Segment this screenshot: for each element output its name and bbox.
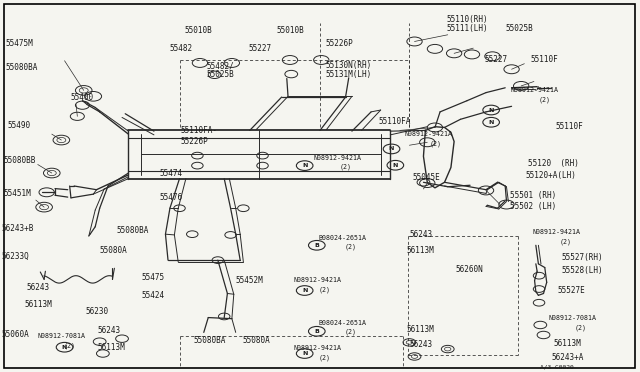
Text: 56113M: 56113M bbox=[25, 300, 52, 309]
Text: 55080BA: 55080BA bbox=[193, 336, 226, 344]
Text: (2): (2) bbox=[344, 328, 356, 335]
Text: 55528(LH): 55528(LH) bbox=[561, 266, 603, 275]
Text: N: N bbox=[488, 108, 494, 112]
Text: 55080BA: 55080BA bbox=[117, 226, 149, 235]
Text: 55227: 55227 bbox=[484, 55, 508, 64]
Text: N: N bbox=[62, 345, 67, 350]
Text: 55025B: 55025B bbox=[505, 24, 533, 33]
Text: N: N bbox=[302, 163, 307, 168]
Text: N: N bbox=[389, 147, 394, 151]
Text: 56243: 56243 bbox=[98, 326, 121, 335]
Text: 55502 (LH): 55502 (LH) bbox=[510, 202, 557, 211]
Text: 56260N: 56260N bbox=[456, 265, 483, 274]
Text: N08912-9421A: N08912-9421A bbox=[293, 277, 341, 283]
Text: 55490: 55490 bbox=[7, 121, 30, 131]
Text: 55527E: 55527E bbox=[557, 286, 586, 295]
Text: 56243+A: 56243+A bbox=[551, 353, 584, 362]
Text: 56113M: 56113M bbox=[98, 343, 125, 352]
Text: (2): (2) bbox=[538, 96, 550, 103]
Text: (2): (2) bbox=[63, 343, 76, 349]
Text: 56243: 56243 bbox=[410, 230, 433, 238]
Text: B: B bbox=[314, 243, 319, 248]
Text: 55120  (RH): 55120 (RH) bbox=[527, 159, 579, 168]
Text: 55424: 55424 bbox=[141, 291, 164, 300]
Text: N: N bbox=[393, 163, 398, 168]
Text: 55110F: 55110F bbox=[531, 55, 559, 64]
Text: 55080A: 55080A bbox=[100, 246, 127, 254]
Text: 56243: 56243 bbox=[26, 283, 49, 292]
Text: 55110FA: 55110FA bbox=[379, 117, 411, 126]
Text: 56113M: 56113M bbox=[406, 325, 434, 334]
Text: N08912-9421A: N08912-9421A bbox=[404, 131, 452, 137]
Text: 55474: 55474 bbox=[159, 169, 182, 178]
Text: 55476: 55476 bbox=[159, 193, 182, 202]
Text: N08912-9421A: N08912-9421A bbox=[510, 87, 558, 93]
Text: N08912-9421A: N08912-9421A bbox=[293, 345, 341, 351]
Text: 55045E: 55045E bbox=[413, 173, 440, 182]
Text: 55475M: 55475M bbox=[6, 39, 33, 48]
Text: 56113M: 56113M bbox=[553, 339, 581, 348]
Text: N08912-7081A: N08912-7081A bbox=[548, 315, 596, 321]
Text: 56243+B: 56243+B bbox=[2, 224, 35, 234]
Text: 56233Q: 56233Q bbox=[2, 252, 29, 261]
Text: (2): (2) bbox=[339, 164, 351, 170]
Text: 55400: 55400 bbox=[71, 93, 94, 102]
Text: 55527(RH): 55527(RH) bbox=[561, 253, 603, 262]
Text: 56230: 56230 bbox=[85, 307, 108, 317]
Text: 55080BA: 55080BA bbox=[6, 63, 38, 72]
Text: 55010B: 55010B bbox=[276, 26, 305, 35]
Text: (2): (2) bbox=[344, 243, 356, 250]
Text: 55111(LH): 55111(LH) bbox=[447, 24, 488, 33]
Text: (2): (2) bbox=[319, 355, 331, 361]
Text: 55501 (RH): 55501 (RH) bbox=[510, 191, 557, 200]
Text: 55227: 55227 bbox=[248, 44, 271, 53]
Text: 55110(RH): 55110(RH) bbox=[447, 15, 488, 24]
Text: 55482/: 55482/ bbox=[206, 61, 234, 70]
Text: B08024-2651A: B08024-2651A bbox=[319, 235, 367, 241]
Text: 55120+A(LH): 55120+A(LH) bbox=[525, 171, 577, 180]
Text: 55482: 55482 bbox=[170, 44, 193, 53]
Text: (2): (2) bbox=[574, 325, 586, 331]
Text: 55060A: 55060A bbox=[2, 330, 29, 339]
Text: 55110FA-: 55110FA- bbox=[180, 126, 218, 135]
Text: N: N bbox=[302, 351, 307, 356]
Text: 55010B: 55010B bbox=[184, 26, 212, 35]
Text: A/3 C0020: A/3 C0020 bbox=[540, 365, 574, 369]
Text: (2): (2) bbox=[430, 141, 442, 147]
Text: N08912-7081A: N08912-7081A bbox=[38, 333, 86, 339]
Text: 55130N(RH): 55130N(RH) bbox=[325, 61, 371, 70]
Text: 55080A: 55080A bbox=[242, 336, 270, 344]
Text: N08912-9421A: N08912-9421A bbox=[532, 229, 580, 235]
Text: 56113M: 56113M bbox=[406, 246, 434, 254]
Text: N08912-9421A: N08912-9421A bbox=[314, 155, 362, 161]
Text: 55452M: 55452M bbox=[236, 276, 264, 285]
Text: B: B bbox=[314, 329, 319, 334]
Text: (2): (2) bbox=[559, 238, 572, 244]
Text: 55226P: 55226P bbox=[180, 137, 209, 146]
Text: B08024-2651A: B08024-2651A bbox=[319, 320, 367, 326]
Text: (2): (2) bbox=[319, 286, 331, 293]
Text: 56243: 56243 bbox=[410, 340, 433, 349]
Text: 55025B: 55025B bbox=[206, 70, 234, 79]
Text: 55451M: 55451M bbox=[4, 189, 31, 198]
Text: 55080BB: 55080BB bbox=[4, 155, 36, 164]
Text: 55110F: 55110F bbox=[555, 122, 583, 131]
Text: 55475: 55475 bbox=[141, 273, 164, 282]
Text: N: N bbox=[488, 120, 494, 125]
Text: 55131M(LH): 55131M(LH) bbox=[325, 70, 371, 79]
Text: 55226P: 55226P bbox=[325, 39, 353, 48]
Text: N: N bbox=[302, 288, 307, 293]
